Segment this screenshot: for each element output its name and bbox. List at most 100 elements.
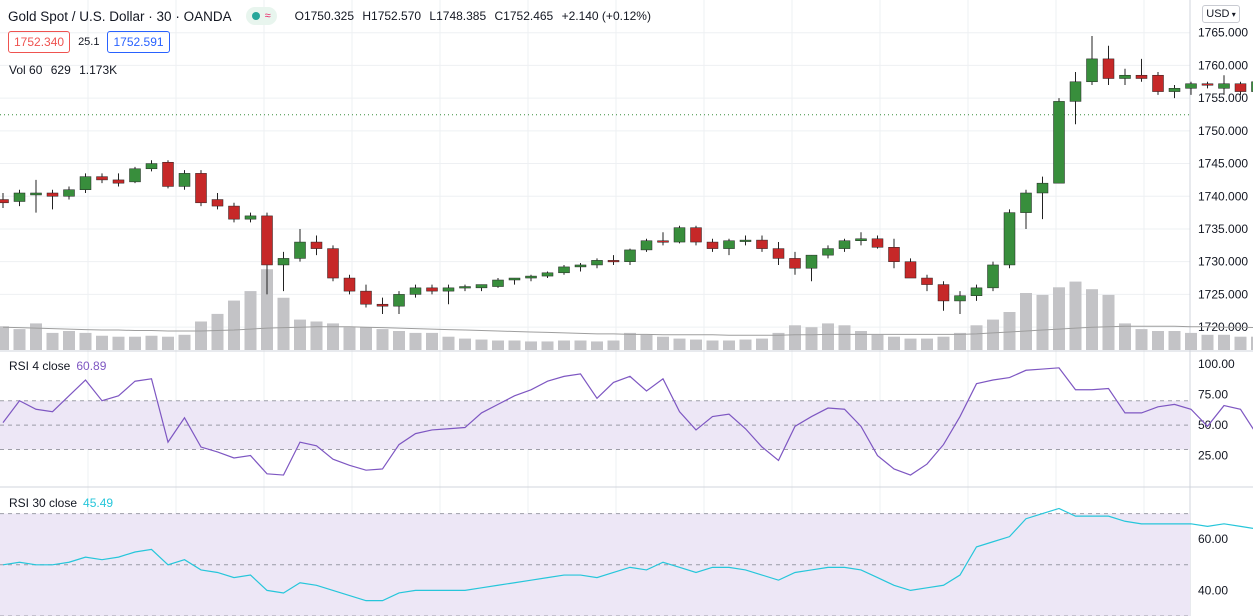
volume-bar [459, 338, 471, 350]
volume-bar [574, 340, 587, 350]
rsi30-tick-label: 60.00 [1198, 532, 1228, 546]
candle-body [607, 260, 620, 263]
rsi30-tick-label: 40.00 [1198, 583, 1228, 597]
symbol-title[interactable]: Gold Spot / U.S. Dollar · 30 · OANDA [8, 8, 232, 24]
candle [294, 228, 306, 262]
candle-body [756, 239, 768, 249]
candle [1020, 189, 1032, 229]
candle-body [459, 286, 471, 289]
candle-body [1218, 83, 1230, 89]
candle-body [789, 258, 801, 269]
volume-bar [789, 325, 801, 350]
candle [475, 284, 488, 292]
volume-bar [162, 336, 174, 350]
candle [673, 225, 686, 244]
volume-bar [1053, 287, 1065, 350]
trade-row: 1752.340 25.1 1752.591 [8, 31, 170, 53]
volume-bar [1102, 294, 1115, 350]
volume-value-1: 629 [50, 63, 71, 77]
candle [541, 271, 554, 279]
volume-bar [772, 332, 785, 350]
rsi4-value: 60.89 [76, 359, 107, 373]
close-value: C1752.465 [494, 9, 554, 23]
candle-body [1185, 83, 1197, 89]
eye-icon[interactable]: ≈ [264, 10, 271, 22]
candle [871, 235, 884, 249]
candle-body [426, 287, 438, 292]
volume-bar [706, 340, 719, 350]
candle-body [409, 287, 422, 295]
volume-bar [624, 332, 636, 350]
candle [1119, 68, 1131, 86]
volume-bar [261, 269, 273, 350]
volume-bar [376, 329, 389, 350]
volume-bar [63, 331, 75, 350]
rsi30-legend[interactable]: RSI 30 close 45.49 [9, 496, 113, 510]
candle-body [937, 284, 950, 302]
volume-bar [393, 331, 405, 350]
candle [723, 238, 735, 256]
candle [30, 179, 42, 213]
candle-body [640, 240, 653, 251]
candle [1168, 85, 1181, 99]
candle-body [508, 277, 521, 281]
candle-body [277, 258, 290, 266]
candle [96, 173, 108, 184]
candle [591, 258, 603, 269]
candle [0, 192, 9, 209]
candle-body [96, 176, 108, 181]
candle-body [970, 287, 983, 296]
volume-legend[interactable]: Vol 60 629 1.173K [9, 63, 117, 77]
buy-button[interactable]: 1752.591 [107, 31, 170, 53]
candle [244, 212, 257, 223]
candle-body [888, 247, 900, 262]
volume-bar [871, 334, 884, 350]
price-tick-label: 1760.000 [1198, 58, 1248, 72]
volume-bar [838, 325, 851, 350]
candle [1069, 71, 1082, 125]
candle [624, 248, 636, 265]
candle [954, 291, 966, 315]
candle-body [492, 279, 504, 287]
sell-button[interactable]: 1752.340 [8, 31, 71, 53]
candle-body [805, 254, 818, 269]
candle-body [294, 241, 306, 259]
volume-bar [211, 313, 224, 350]
volume-bar [855, 331, 867, 350]
candle [1234, 81, 1247, 95]
volume-bar [112, 336, 125, 350]
candle-body [178, 173, 191, 187]
candle [508, 277, 521, 285]
candle-body [1201, 83, 1214, 86]
candle-body [63, 189, 75, 197]
candle-body [871, 238, 884, 248]
candle-body [1003, 212, 1016, 266]
currency-selector[interactable]: USD [1202, 5, 1240, 23]
candle-body [1086, 58, 1098, 83]
candle-body [261, 215, 273, 266]
candle-body [706, 241, 719, 249]
volume-bar [1234, 336, 1247, 350]
price-tick-label: 1765.000 [1198, 26, 1248, 40]
volume-value-2: 1.173K [79, 63, 118, 77]
volume-bar [277, 297, 290, 350]
rsi4-tick-label: 75.00 [1198, 388, 1228, 402]
candle [739, 235, 752, 246]
candle [409, 284, 422, 298]
candle-body [13, 192, 26, 202]
candle-body [1102, 58, 1115, 79]
candle [657, 232, 669, 246]
candle [970, 284, 983, 301]
candle [558, 264, 570, 275]
candle-body [1251, 81, 1253, 92]
volume-bar [1020, 293, 1032, 350]
candle [1003, 209, 1016, 269]
candle [13, 189, 26, 207]
candle-body [1135, 74, 1148, 79]
candle [178, 170, 191, 190]
market-status-pill[interactable]: ≈ [245, 7, 277, 25]
rsi4-legend[interactable]: RSI 4 close 60.89 [9, 359, 106, 373]
volume-bar [1185, 332, 1197, 350]
candle [937, 281, 950, 311]
